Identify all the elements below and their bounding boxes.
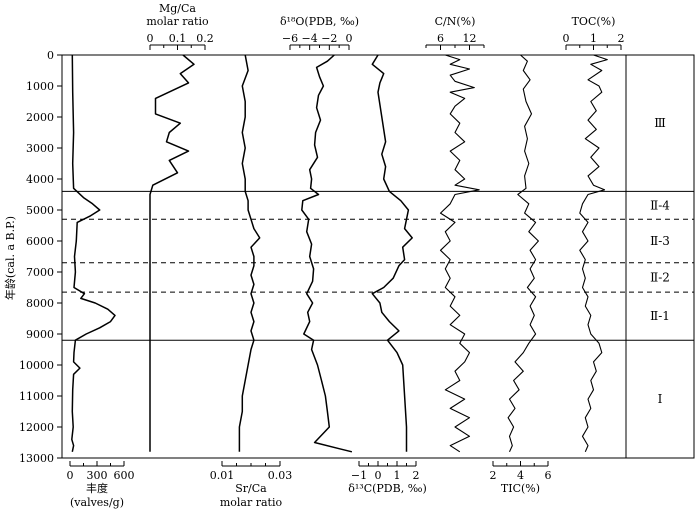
zone-label: Ⅰ	[658, 392, 663, 406]
panel-tick-label: −4	[302, 32, 318, 45]
zone-label: Ⅱ-1	[650, 309, 670, 323]
y-tick-label: 7000	[26, 266, 54, 279]
panel-tick-label: 2	[490, 469, 497, 482]
y-tick-label: 9000	[26, 328, 54, 341]
series-line-d13c	[371, 54, 413, 452]
series-line-toc	[579, 54, 608, 453]
series-line-tic	[507, 54, 539, 453]
y-tick-label: 13000	[19, 452, 54, 465]
plot-border	[61, 54, 695, 459]
panel-tick-label: 300	[87, 469, 108, 482]
panel-axis-subtitle: (valves/g)	[70, 496, 124, 509]
panel-tick-label: 0.1	[169, 32, 187, 45]
panel-axis-title: TIC(%)	[501, 482, 540, 495]
panel-tick-label: 0	[147, 32, 154, 45]
panel-tick-label: 0	[563, 32, 570, 45]
panel-tick-label: 0.01	[210, 469, 235, 482]
y-tick-label: 3000	[26, 142, 54, 155]
panel-tick-label: 0	[67, 469, 74, 482]
panel-cn: 6 12 C/N(%)	[425, 15, 485, 453]
panel-d18o: −6 −4 −2 0 δ¹⁸O(PDB, ‰)	[280, 15, 359, 453]
panel-axis-title: Sr/Ca	[235, 482, 267, 495]
panel-tick-label: −6	[282, 32, 298, 45]
series-line-srca	[238, 54, 261, 452]
chart-frame	[61, 54, 695, 459]
panel-abundance: 0 300 600 丰度(valves/g)	[67, 54, 135, 509]
panel-axis-subtitle: molar ratio	[146, 15, 209, 28]
zone-label: Ⅱ-3	[650, 234, 670, 248]
panel-tick-label: 1	[394, 469, 401, 482]
series-line-d18o	[301, 54, 353, 453]
y-tick-label: 12000	[19, 421, 54, 434]
panel-tick-label: 0.03	[268, 469, 293, 482]
zone-label: Ⅱ-4	[650, 198, 670, 212]
series-line-abundance	[71, 54, 116, 452]
zone-label: Ⅱ-2	[650, 270, 670, 284]
y-tick-label: 11000	[19, 390, 54, 403]
panel-axis-title: δ¹³C(PDB, ‰)	[348, 482, 427, 495]
y-tick-label: 4000	[26, 173, 54, 186]
panel-tick-label: −1	[351, 469, 367, 482]
panel-tick-label: 0.2	[196, 32, 214, 45]
panel-tick-label: 0	[375, 469, 382, 482]
panel-axis-title: TOC(%)	[572, 15, 616, 28]
y-tick-label: 8000	[26, 297, 54, 310]
panel-tick-label: 4	[517, 469, 524, 482]
panel-tick-label: 2	[413, 469, 420, 482]
panel-tic: 2 4 6 TIC(%)	[490, 54, 552, 495]
panel-axis-title: δ¹⁸O(PDB, ‰)	[280, 15, 359, 28]
y-tick-label: 1000	[26, 80, 54, 93]
y-tick-label: 2000	[26, 111, 54, 124]
age-axis-label: 年龄(cal. a B.P.)	[3, 216, 17, 300]
panel-tick-label: 600	[114, 469, 135, 482]
panel-axis-title: 丰度	[86, 481, 108, 495]
panel-tick-label: 0	[346, 32, 353, 45]
zone-label: Ⅲ	[654, 116, 666, 130]
panel-tick-label: 12	[463, 32, 477, 45]
y-tick-label: 10000	[19, 359, 54, 372]
panel-axis-title: Mg/Ca	[159, 2, 196, 15]
y-tick-label: 0	[47, 49, 54, 62]
panel-tick-label: 6	[437, 32, 444, 45]
zone-boundaries: Ⅲ Ⅱ-4 Ⅱ-3 Ⅱ-2 Ⅱ-1 Ⅰ	[62, 116, 694, 406]
panel-axis-subtitle: molar ratio	[220, 496, 283, 509]
y-tick-label: 5000	[26, 204, 54, 217]
series-line-cn	[439, 54, 480, 453]
panel-axis-title: C/N(%)	[435, 15, 476, 28]
panel-tick-label: −2	[321, 32, 337, 45]
y-tick-label: 6000	[26, 235, 54, 248]
age-axis: 0 1000 2000 3000 4000 5000 6000 7000 8000 9000 100…	[19, 49, 62, 465]
panel-tick-label: 1	[590, 32, 597, 45]
panel-tick-label: 2	[618, 32, 625, 45]
panel-tick-label: 6	[545, 469, 552, 482]
series-line-mgca	[149, 54, 195, 452]
